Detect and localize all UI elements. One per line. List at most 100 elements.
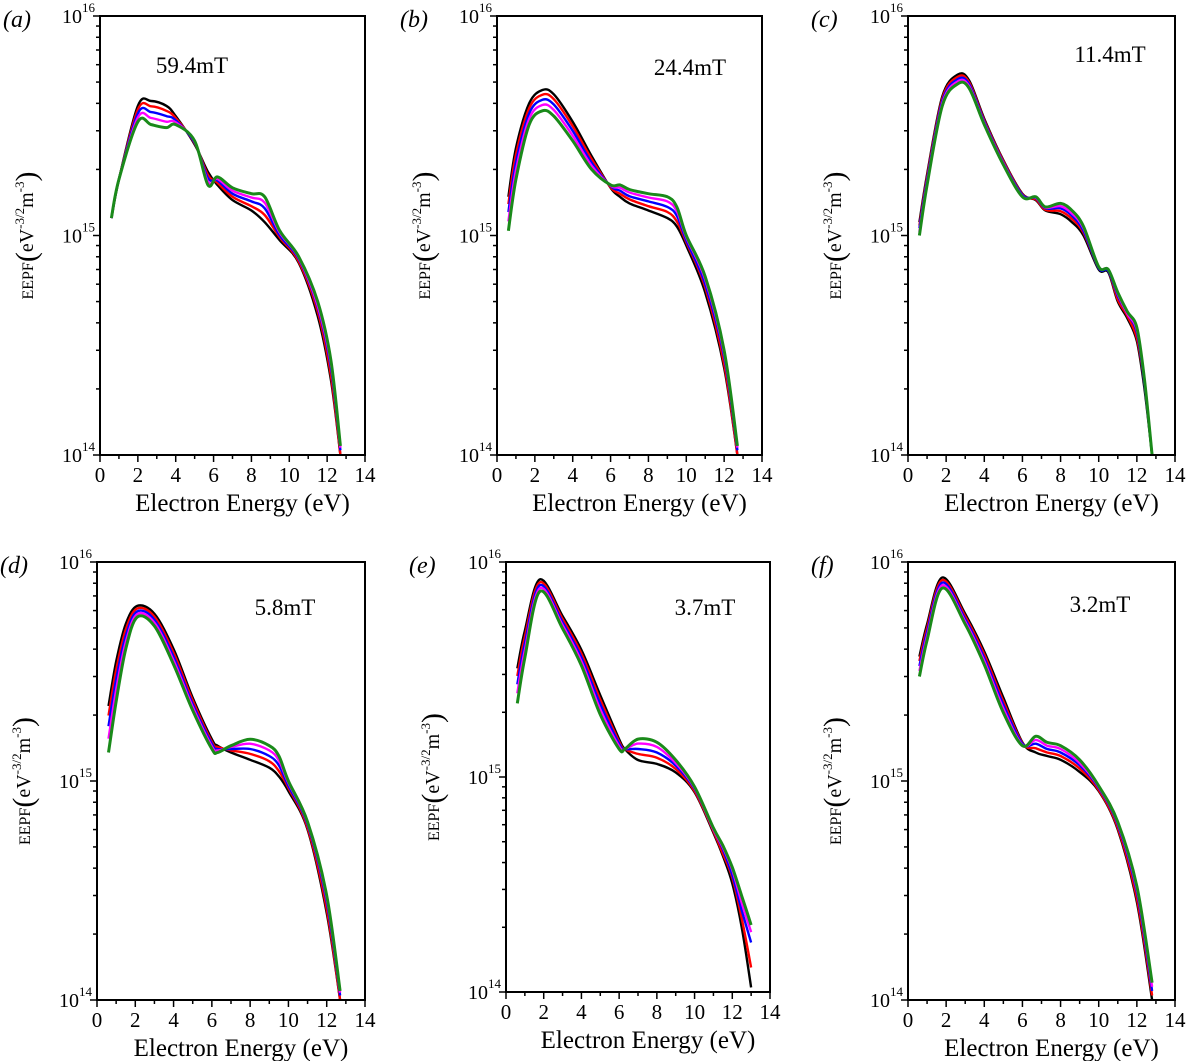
y-tick-label: 1016 [62,0,96,28]
x-tick-label: 4 [979,463,990,487]
x-tick-label: 6 [1017,463,1028,487]
x-axis-label: Electron Energy (eV) [532,490,747,517]
series-line-5 [109,116,342,447]
y-label-unit: m [413,192,435,208]
y-tick-base: 10 [870,552,890,574]
x-tick-label: 10 [684,1000,705,1024]
x-tick-label: 6 [1017,1008,1028,1032]
y-label-exponent: -3 [820,181,835,192]
y-tick-exponent: 16 [890,0,904,15]
panel-label: (f) [811,553,834,579]
panel-label: (e) [409,553,436,579]
y-label-paren: ) [10,171,43,181]
series-line-5 [917,586,1154,983]
panel-b: 0 2 4 6 8 10 12 14101410151016(b)24.4mTElectron… [400,0,773,517]
x-tick-label: 14 [1165,463,1187,487]
series-line-3 [918,76,1154,455]
y-label-exponent: -3 [9,727,24,738]
y-tick-exponent: 14 [479,439,493,454]
y-tick-exponent: 14 [488,976,502,991]
series-line-4 [918,584,1154,987]
field-annotation: 11.4mT [1074,42,1145,67]
y-label-unit: m [13,737,35,753]
y-tick-label: 1015 [870,220,903,248]
plot-frame [496,15,763,456]
x-tick-label: 6 [614,1000,625,1024]
y-axis-label: EEPF(eV-3/2m-3) [7,717,40,845]
x-tick-label: 4 [576,1000,587,1024]
y-tick-exponent: 14 [79,984,93,999]
y-tick-label: 1016 [459,0,493,28]
x-tick-label: 12 [714,463,735,487]
x-tick-label: 2 [941,463,952,487]
x-tick-label: 10 [1088,463,1109,487]
field-annotation: 24.4mT [654,55,726,80]
y-label-exponent: -3/2 [9,753,24,774]
x-axis-label: Electron Energy (eV) [944,1035,1159,1061]
x-tick-label: 6 [207,1008,218,1032]
x-tick-label: 0 [492,463,503,487]
x-tick-label: 8 [1055,463,1066,487]
y-tick-label: 1015 [459,220,492,248]
y-tick-label: 1015 [62,220,95,248]
x-tick-label: 4 [979,1008,990,1032]
y-axis-label: EEPF(eV-3/2m-3) [818,171,851,299]
y-label-base: EEPF [828,262,845,299]
y-tick-base: 10 [59,552,79,574]
y-tick-exponent: 14 [890,984,904,999]
y-label-exponent: -3 [409,181,424,192]
y-tick-label: 1015 [468,761,501,789]
y-label-unit: eV [824,774,846,798]
field-annotation: 59.4mT [156,53,228,78]
y-tick-base: 10 [468,552,488,574]
y-tick-base: 10 [468,767,488,789]
y-label-unit: eV [413,228,435,252]
x-tick-label: 14 [355,1008,377,1032]
y-tick-exponent: 16 [890,546,904,561]
y-tick-exponent: 14 [890,439,904,454]
x-tick-label: 8 [1055,1008,1066,1032]
y-tick-exponent: 16 [82,0,96,15]
y-label-exponent: -3/2 [820,753,835,774]
x-axis-label: Electron Energy (eV) [134,1035,349,1061]
series-line-2 [110,101,342,455]
series-line-2 [918,74,1154,455]
series-line-1 [918,72,1154,455]
y-axis-label: EEPF(eV-3/2m-3) [818,717,851,845]
panel-d: 0 2 4 6 8 10 12 14101410151016(d)5.8mTElectron … [0,546,376,1061]
x-tick-label: 0 [95,463,106,487]
y-label-paren: ( [416,794,449,804]
series-line-4 [107,611,342,993]
x-tick-label: 2 [538,1000,549,1024]
x-tick-label: 8 [245,1008,256,1032]
y-tick-label: 1016 [59,546,93,574]
x-axis-label: Electron Energy (eV) [135,490,350,517]
series-group [506,88,739,455]
series-line-5 [917,80,1154,455]
y-tick-label: 1014 [459,439,493,467]
y-tick-base: 10 [59,771,79,793]
y-label-unit: eV [13,774,35,798]
series-line-4 [507,103,739,448]
y-tick-base: 10 [870,771,890,793]
x-tick-label: 14 [752,463,774,487]
y-label-unit: eV [824,228,846,252]
series-line-1 [507,88,739,455]
panel-label: (d) [0,553,28,579]
x-tick-label: 0 [903,463,914,487]
y-tick-exponent: 15 [479,220,492,235]
y-tick-base: 10 [459,445,479,467]
y-tick-label: 1015 [870,765,903,793]
series-line-5 [506,108,739,447]
series-line-5 [107,614,342,992]
series-line-2 [918,578,1154,996]
y-tick-base: 10 [870,6,890,28]
x-tick-label: 2 [130,1008,141,1032]
y-label-unit: m [422,733,444,749]
x-tick-label: 10 [676,463,697,487]
y-label-paren: ) [818,717,851,727]
y-tick-base: 10 [62,445,82,467]
series-line-4 [918,78,1154,455]
series-line-3 [507,98,739,451]
